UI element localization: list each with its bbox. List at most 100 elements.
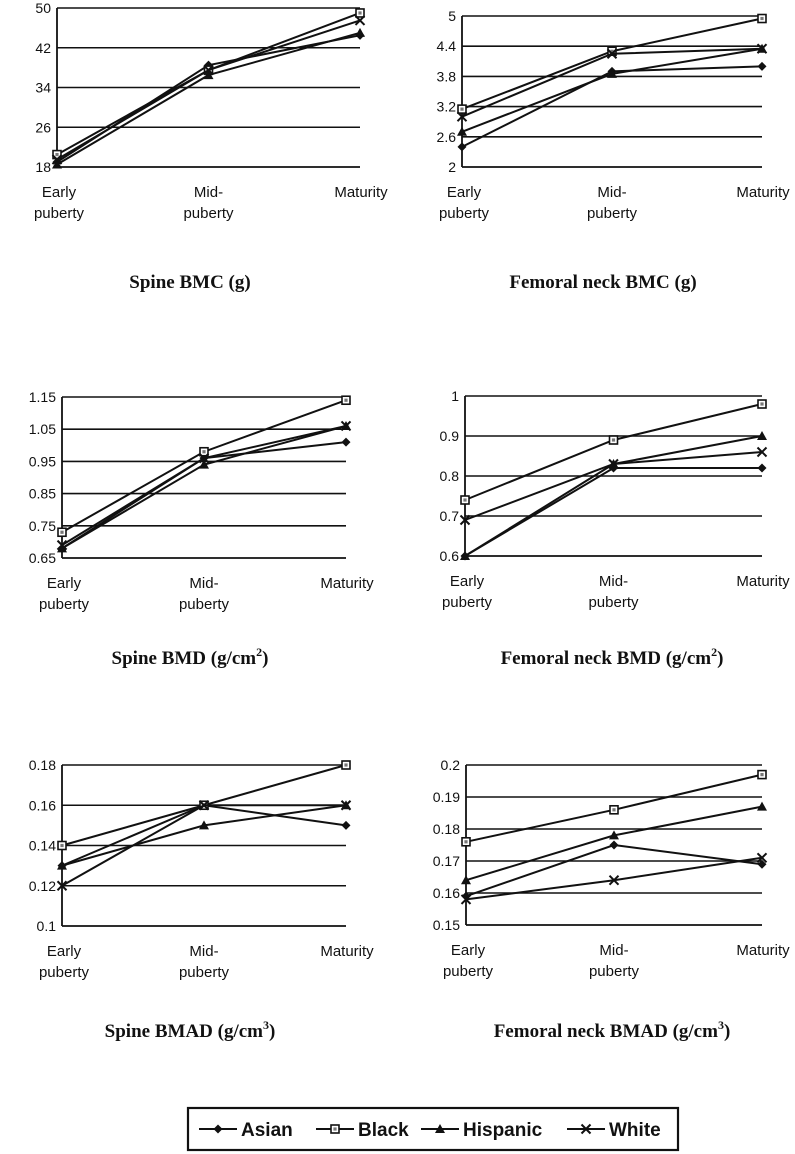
point-white-stroke-b — [756, 852, 768, 864]
chart-title: Femoral neck BMAD (g/cm3) — [494, 1018, 731, 1042]
x-category-label: Early — [450, 573, 485, 590]
point-hispanic — [461, 875, 471, 885]
x-category-label: puberty — [589, 963, 640, 980]
point-white-stroke-b — [56, 539, 68, 551]
x-category-label: Maturity — [320, 943, 374, 960]
x-category-label: Maturity — [736, 573, 790, 590]
y-tick-label: 2.6 — [437, 129, 457, 145]
x-category-label: Early — [47, 943, 82, 960]
x-category-label: puberty — [588, 594, 639, 611]
point-hispanic — [203, 70, 214, 80]
point-white-stroke-b — [756, 43, 768, 54]
chart-panel-6: 0.15 0.16 0.17 0.18 0.19 0.2 Early puberty Mid-p… — [433, 757, 790, 1042]
legend-label: White — [609, 1120, 661, 1141]
y-tick-label: 0.95 — [29, 453, 56, 469]
y-tick-label: 0.6 — [440, 548, 460, 564]
x-category-label: Mid- — [189, 943, 218, 960]
y-tick-label: 1.15 — [29, 389, 56, 405]
point-white-stroke-b — [203, 64, 214, 76]
chart-panel-5: 0.1 0.12 0.14 0.16 0.18 Early puberty Mid-puber… — [29, 757, 374, 1042]
point-white-stroke-b — [606, 48, 618, 59]
point-white — [198, 452, 210, 464]
chart-panel-3: 0.65 0.75 0.85 0.95 1.05 1.15 Early puberty Mid-… — [29, 389, 374, 669]
chart-panel-2: 2 2.6 3.2 3.8 4.4 5 Early puberty Mid-puberty Mat… — [437, 8, 791, 293]
point-white — [340, 800, 352, 811]
point-black-core — [344, 398, 348, 402]
point-white-stroke-b — [56, 880, 68, 891]
point-white-stroke-b — [51, 154, 63, 165]
chart-title: Spine BMD (g/cm2) — [112, 645, 269, 669]
x-category-label: Mid- — [597, 184, 626, 201]
point-white-stroke-b — [608, 874, 620, 886]
series-line-hispanic — [61, 425, 347, 550]
point-black-core — [760, 16, 764, 21]
y-tick-label: 0.14 — [29, 838, 56, 854]
chart-title-end: ) — [269, 1021, 275, 1042]
legend-label: Black — [358, 1120, 409, 1141]
y-tick-label: 1 — [451, 388, 459, 404]
point-black-core — [611, 438, 616, 442]
point-white — [456, 111, 468, 122]
chart-title: Spine BMC (g) — [129, 272, 250, 293]
point-hispanic — [199, 459, 209, 469]
point-black-core — [358, 11, 362, 15]
chart-title-sup: 3 — [263, 1018, 269, 1032]
point-white — [459, 514, 471, 526]
point-asian — [757, 463, 767, 473]
y-tick-label: 0.75 — [29, 518, 56, 534]
point-white-stroke-b — [460, 894, 472, 905]
chart-title-main: Spine BMAD (g/cm — [105, 1021, 264, 1042]
y-tick-label: 0.65 — [29, 550, 56, 566]
x-category-label: puberty — [179, 964, 230, 981]
point-black-core — [60, 843, 64, 848]
point-white — [608, 458, 619, 470]
x-category-label: Early — [42, 184, 77, 201]
series-line-hispanic — [464, 435, 763, 557]
point-white-stroke-b — [756, 446, 768, 458]
chart-title-sup: 3 — [718, 1018, 724, 1032]
x-category-label: Early — [451, 942, 486, 959]
point-black-core — [460, 107, 464, 111]
series-line-asian — [61, 804, 347, 867]
y-tick-label: 1.05 — [29, 421, 56, 437]
chart-title: Spine BMAD (g/cm3) — [105, 1018, 276, 1042]
x-category-label: Maturity — [320, 575, 374, 592]
y-tick-label: 4.4 — [437, 38, 457, 54]
point-white — [354, 15, 366, 26]
point-asian — [757, 859, 767, 869]
point-asian — [341, 437, 351, 447]
legend-marker-white-stroke-b — [580, 1123, 592, 1135]
y-tick-label: 0.16 — [29, 797, 56, 813]
point-white — [198, 800, 210, 811]
y-tick-label: 42 — [35, 40, 51, 56]
y-tick-label: 34 — [35, 80, 51, 96]
y-tick-label: 50 — [35, 0, 51, 16]
x-category-label: puberty — [179, 596, 230, 613]
point-black-core — [610, 49, 614, 53]
point-asian — [609, 840, 619, 850]
point-white-stroke-b — [198, 452, 210, 464]
chart-title-main: Femoral neck BMC (g) — [509, 272, 696, 293]
y-tick-label: 0.7 — [440, 508, 460, 524]
legend-item-white: White — [567, 1120, 661, 1141]
point-asian — [341, 820, 351, 830]
x-category-label: puberty — [183, 205, 234, 222]
point-black-core — [344, 763, 348, 767]
y-tick-label: 3.2 — [437, 99, 457, 115]
legend-label: Hispanic — [463, 1120, 543, 1141]
point-hispanic — [199, 820, 209, 830]
point-black-core — [202, 450, 206, 454]
series-line-black — [464, 403, 763, 501]
point-white — [340, 420, 352, 432]
chart-title: Femoral neck BMD (g/cm2) — [501, 645, 724, 669]
x-category-label: Maturity — [736, 184, 790, 201]
legend-marker-hispanic — [435, 1124, 445, 1133]
point-white — [756, 852, 768, 864]
legend-marker-asian — [213, 1124, 223, 1134]
point-asian — [457, 142, 467, 152]
x-category-label: puberty — [34, 205, 85, 222]
point-white — [56, 539, 68, 551]
series-line-hispanic — [56, 31, 361, 166]
x-category-label: puberty — [39, 964, 90, 981]
